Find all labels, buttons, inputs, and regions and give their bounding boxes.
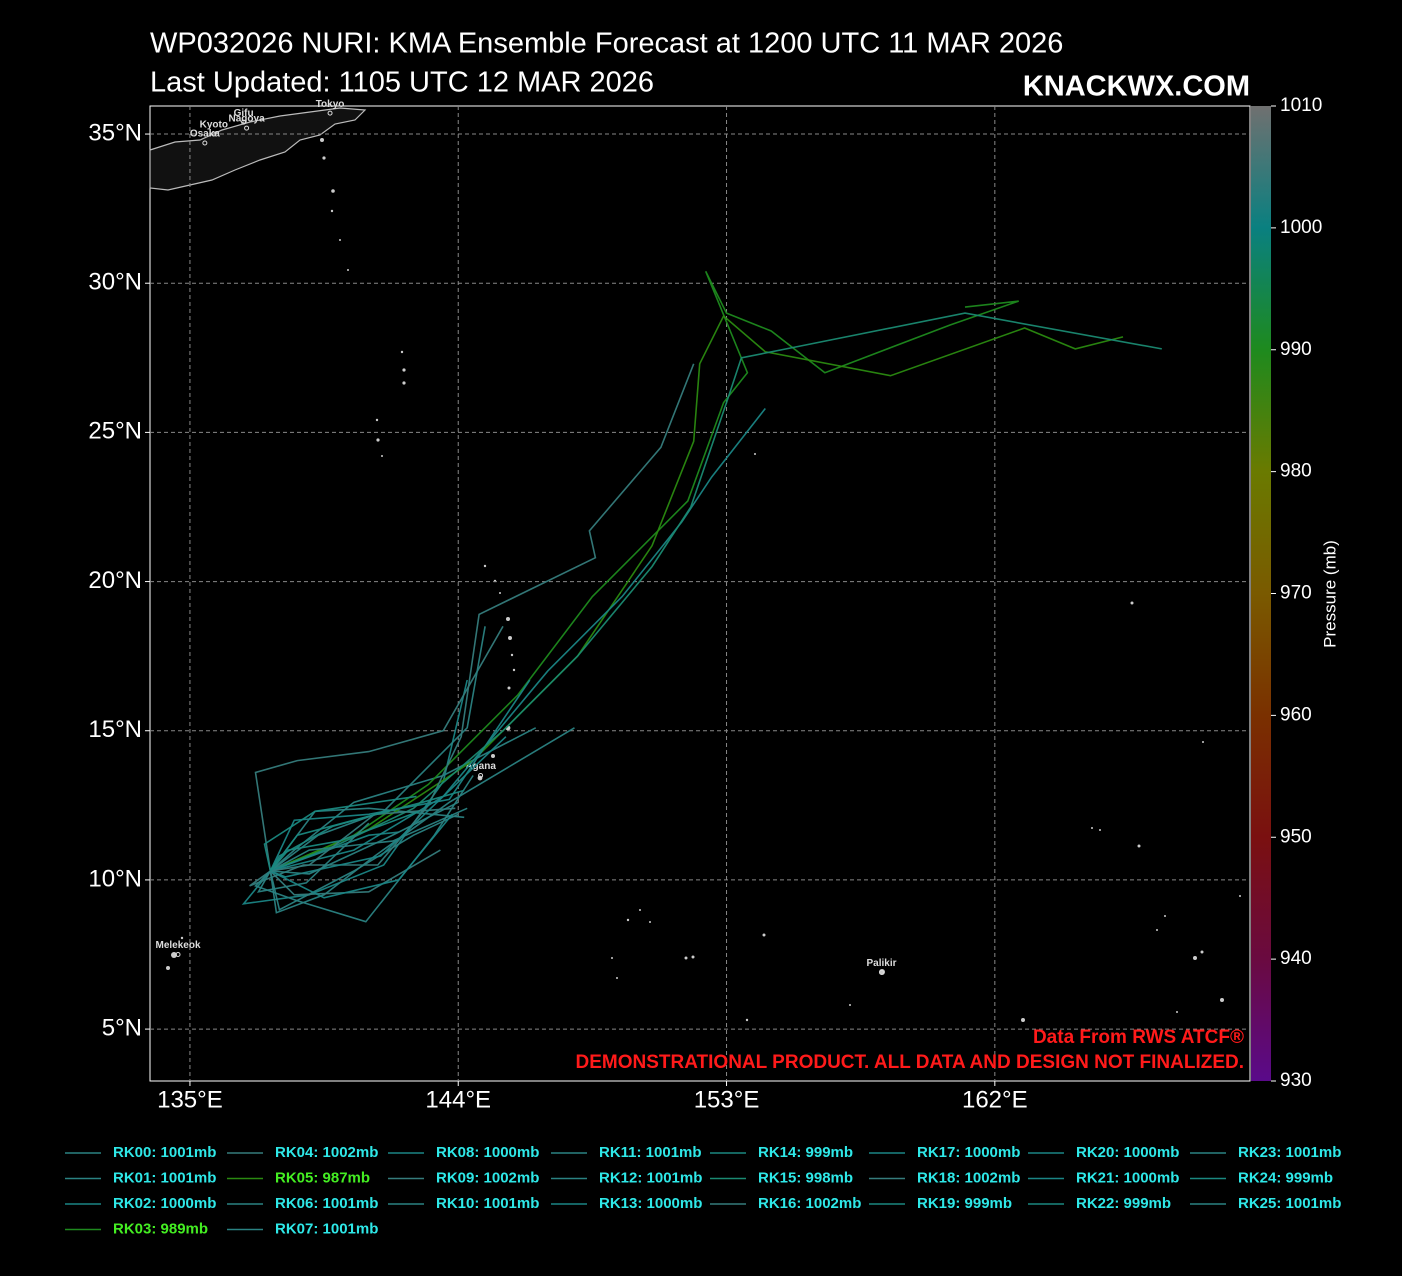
track: [254, 625, 504, 872]
colorbar-tick-label: 940: [1280, 948, 1312, 969]
place-label: Gifu: [234, 108, 254, 119]
legend-label: RK22: 999mb: [1076, 1195, 1171, 1212]
colorbar-tick-label: 980: [1280, 461, 1312, 482]
place-label: Melekeok: [156, 940, 201, 951]
chart-title: WP032026 NURI: KMA Ensemble Forecast at …: [150, 28, 1063, 60]
place-marker: [478, 772, 484, 778]
legend-label: RK00: 1001mb: [113, 1144, 216, 1161]
annotation: DEMONSTRATIONAL PRODUCT. ALL DATA AND DE…: [576, 1052, 1245, 1073]
brand: KNACKWX.COM: [1023, 71, 1250, 103]
legend-label: RK07: 1001mb: [275, 1220, 378, 1237]
track: [270, 408, 766, 872]
place-marker: [879, 969, 885, 975]
legend-label: RK01: 1001mb: [113, 1169, 216, 1186]
colorbar-tick-label: 1010: [1280, 95, 1322, 116]
x-tick-label: 162°E: [962, 1086, 1028, 1113]
place-label: Tokyo: [316, 99, 345, 110]
y-tick-label: 10°N: [88, 865, 142, 892]
place-marker: [241, 119, 247, 125]
legend-label: RK09: 1002mb: [436, 1169, 539, 1186]
y-tick-label: 15°N: [88, 716, 142, 743]
map-frame: [149, 105, 1251, 1082]
track: [269, 679, 531, 872]
legend-label: RK04: 1002mb: [275, 1144, 378, 1161]
x-tick-label: 135°E: [157, 1086, 223, 1113]
legend-label: RK19: 999mb: [917, 1195, 1012, 1212]
legend-label: RK24: 999mb: [1238, 1169, 1333, 1186]
legend-label: RK03: 989mb: [113, 1220, 208, 1237]
place-label: Osaka: [190, 129, 220, 140]
legend-label: RK02: 1000mb: [113, 1195, 216, 1212]
legend-label: RK06: 1001mb: [275, 1195, 378, 1212]
legend-label: RK10: 1001mb: [436, 1195, 539, 1212]
legend-label: RK18: 1002mb: [917, 1169, 1020, 1186]
place-label: Palikir: [867, 958, 897, 969]
place-label: Nagoya: [229, 114, 266, 125]
colorbar-tick-label: 930: [1280, 1070, 1312, 1091]
place-marker: [211, 131, 217, 137]
legend-label: RK25: 1001mb: [1238, 1195, 1341, 1212]
legend-label: RK17: 1000mb: [917, 1144, 1020, 1161]
colorbar-tick-label: 990: [1280, 339, 1312, 360]
legend-label: RK16: 1002mb: [758, 1195, 861, 1212]
chart-subtitle: Last Updated: 1105 UTC 12 MAR 2026: [150, 67, 654, 99]
legend-label: RK05: 987mb: [275, 1169, 370, 1186]
track: [256, 822, 370, 893]
place-label: Agana: [465, 761, 496, 772]
place-marker: [244, 125, 250, 131]
colorbar: [1251, 106, 1271, 1081]
legend-label: RK11: 1001mb: [599, 1144, 702, 1161]
x-tick-label: 144°E: [425, 1086, 491, 1113]
track: [269, 727, 575, 914]
legend-label: RK13: 1000mb: [599, 1195, 702, 1212]
japan-land: [149, 107, 367, 191]
y-tick-label: 5°N: [102, 1014, 142, 1041]
y-tick-label: 30°N: [88, 269, 142, 296]
track: [263, 795, 417, 872]
legend-label: RK14: 999mb: [758, 1144, 853, 1161]
x-tick-label: 153°E: [694, 1086, 760, 1113]
colorbar-tick-label: 950: [1280, 826, 1312, 847]
track: [269, 807, 399, 872]
track: [270, 270, 1019, 872]
legend-label: RK08: 1000mb: [436, 1144, 539, 1161]
track: [270, 831, 399, 872]
legend-label: RK21: 1000mb: [1076, 1169, 1179, 1186]
track: [270, 807, 468, 872]
y-tick-label: 20°N: [88, 567, 142, 594]
colorbar-tick-label: 960: [1280, 704, 1312, 725]
legend-label: RK15: 998mb: [758, 1169, 853, 1186]
place-marker: [327, 110, 333, 116]
annotation: Data From RWS ATCF®: [1033, 1027, 1244, 1048]
colorbar-tick-label: 970: [1280, 583, 1312, 604]
place-marker: [202, 140, 208, 146]
y-tick-label: 25°N: [88, 418, 142, 445]
place-label: Kyoto: [200, 120, 228, 131]
legend-label: RK12: 1001mb: [599, 1169, 702, 1186]
legend-label: RK20: 1000mb: [1076, 1144, 1179, 1161]
track: [269, 849, 441, 896]
track: [270, 801, 459, 875]
track: [254, 775, 474, 923]
place-marker: [175, 952, 181, 958]
colorbar-tick-label: 1000: [1280, 217, 1322, 238]
y-tick-label: 35°N: [88, 119, 142, 146]
legend-label: RK23: 1001mb: [1238, 1144, 1341, 1161]
colorbar-label: Pressure (mb): [1320, 540, 1339, 648]
track: [270, 312, 1162, 872]
track: [269, 810, 420, 872]
